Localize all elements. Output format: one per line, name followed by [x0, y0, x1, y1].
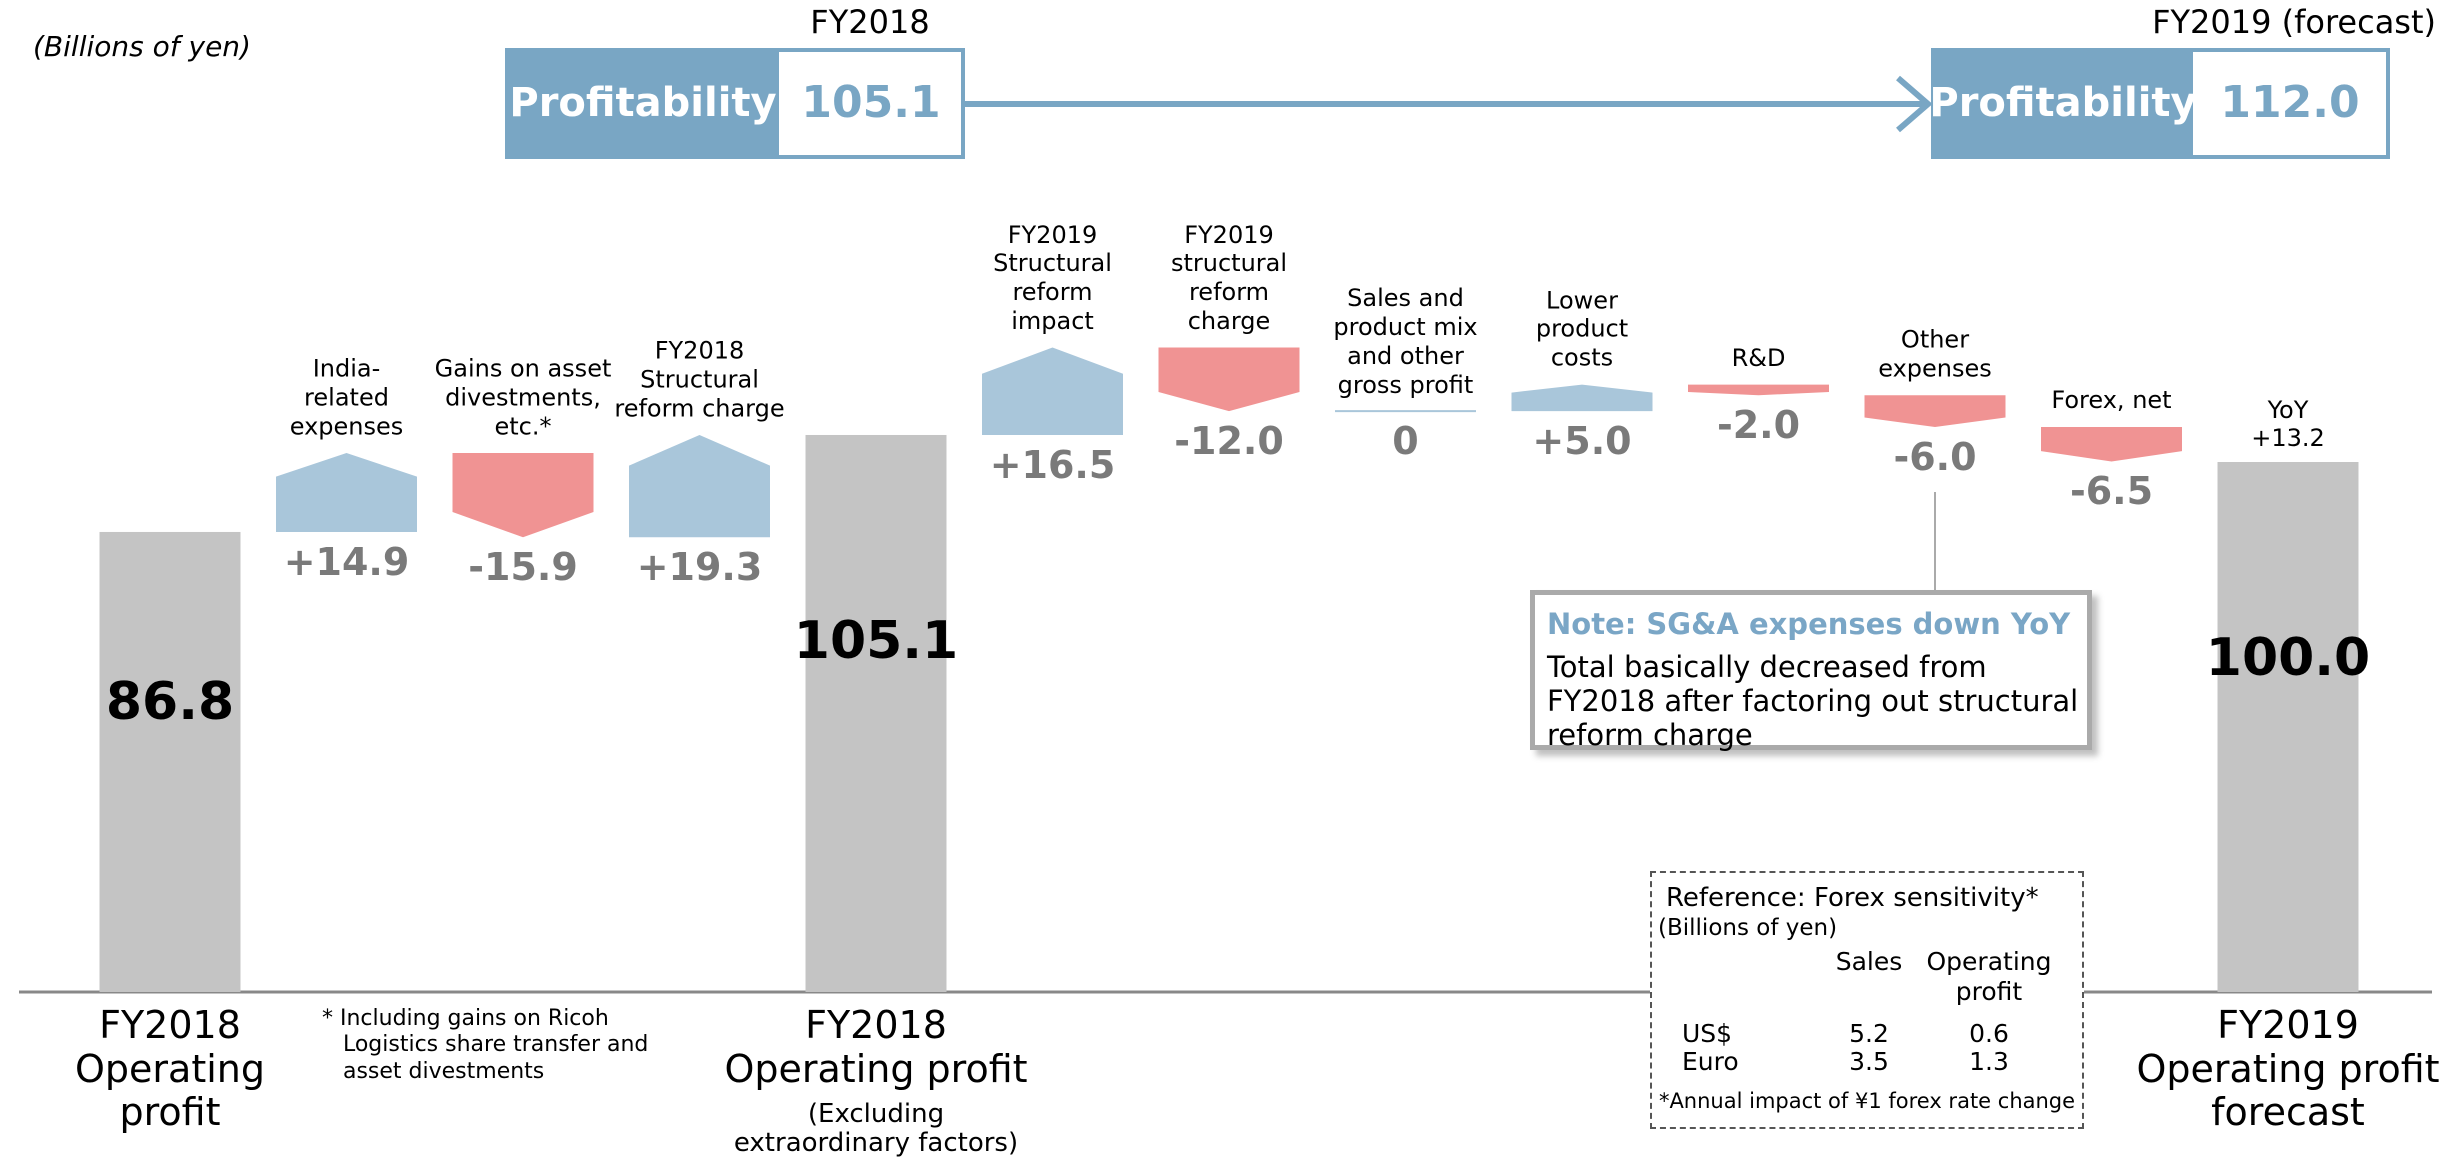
- profit-value: 112.0: [2220, 77, 2359, 128]
- reference-column: Operating profit: [1926, 947, 2052, 1006]
- category-label: FY2019 Operating profit forecast: [2136, 1003, 2440, 1135]
- total-bar: [2217, 462, 2359, 992]
- value-label: 105.1: [793, 610, 959, 671]
- arrow-head: [1896, 75, 1933, 133]
- note-body: Total basically decreased from FY2018 af…: [1547, 649, 2079, 753]
- category-label: FY2018 Operating profit: [724, 1003, 1028, 1091]
- increase-bar: [276, 452, 417, 532]
- total-bar: [805, 434, 947, 993]
- increase-bar: [982, 347, 1123, 435]
- reference-cell: 3.5: [1849, 1047, 1889, 1076]
- category-sublabel: (Excluding extraordinary factors): [733, 1099, 1019, 1158]
- note-box: Note: SG&A expenses down YoY Total basic…: [1530, 590, 2092, 753]
- reference-cell: 0.6: [1969, 1019, 2009, 1048]
- category-label: Other expenses: [1878, 325, 1992, 383]
- category-label: Forex, net: [2051, 386, 2172, 415]
- category-label: India- related expenses: [289, 354, 404, 441]
- value-label: 86.8: [105, 671, 235, 732]
- value-label: -6.5: [2069, 469, 2154, 514]
- increase-bar: [1511, 384, 1653, 412]
- decrease-bar: [1864, 395, 2006, 428]
- category-label: FY2019 structural reform charge: [1170, 220, 1288, 335]
- profit-label: Profitability: [1929, 80, 2196, 126]
- reference-note: *Annual impact of ¥1 forex rate change: [1658, 1089, 2076, 1113]
- category-label: FY2019 Structural reform impact: [993, 220, 1112, 335]
- unit-note: (Billions of yen): [33, 30, 251, 63]
- profit-value: 105.1: [801, 77, 940, 128]
- period-label: FY2018: [810, 3, 929, 41]
- note-title: Note: SG&A expenses down YoY: [1547, 607, 2071, 641]
- reference-row-label: Euro: [1682, 1047, 1739, 1076]
- yoy-label: YoY +13.2: [2251, 395, 2325, 452]
- reference-box: Reference: Forex sensitivity* (Billions …: [1650, 871, 2084, 1129]
- category-label: Sales and product mix and other gross pr…: [1333, 283, 1478, 399]
- category-label: FY2018 Operating profit: [75, 1003, 265, 1135]
- decrease-bar: [452, 452, 594, 538]
- decrease-bar: [2041, 427, 2182, 462]
- value-label: +14.9: [283, 539, 410, 584]
- category-label: Gains on asset divestments, etc.*: [434, 354, 612, 441]
- value-label: -2.0: [1716, 403, 1801, 448]
- value-label: +5.0: [1532, 419, 1632, 464]
- category-label: R&D: [1731, 343, 1786, 372]
- reference-row-label: US$: [1682, 1019, 1733, 1048]
- increase-bar: [629, 434, 770, 538]
- category-label: FY2018 Structural reform charge: [614, 336, 785, 423]
- profit-box-label-bg: [1933, 50, 2193, 157]
- value-label: 0: [1392, 419, 1419, 464]
- reference-cell: 5.2: [1849, 1019, 1889, 1048]
- profit-box-label-bg: [507, 50, 779, 157]
- value-label: 100.0: [2205, 627, 2371, 688]
- reference-column: Sales: [1835, 947, 1903, 976]
- value-label: -6.0: [1893, 435, 1977, 480]
- footnote: * Including gains on Ricoh Logistics sha…: [322, 1006, 649, 1084]
- reference-unit: (Billions of yen): [1658, 915, 1838, 941]
- value-label: +16.5: [989, 442, 1116, 487]
- profit-label: Profitability: [509, 80, 776, 126]
- value-label: +19.3: [636, 545, 763, 590]
- total-bar: [99, 531, 241, 992]
- category-label: Lower product costs: [1535, 286, 1629, 372]
- decrease-bar: [1158, 347, 1300, 412]
- period-label: FY2019 (forecast): [2152, 3, 2436, 41]
- decrease-bar: [1688, 384, 1829, 396]
- reference-cell: 1.3: [1969, 1047, 2009, 1076]
- value-label: -15.9: [468, 545, 578, 590]
- reference-title: Reference: Forex sensitivity*: [1666, 883, 2039, 913]
- value-label: -12.0: [1174, 419, 1284, 464]
